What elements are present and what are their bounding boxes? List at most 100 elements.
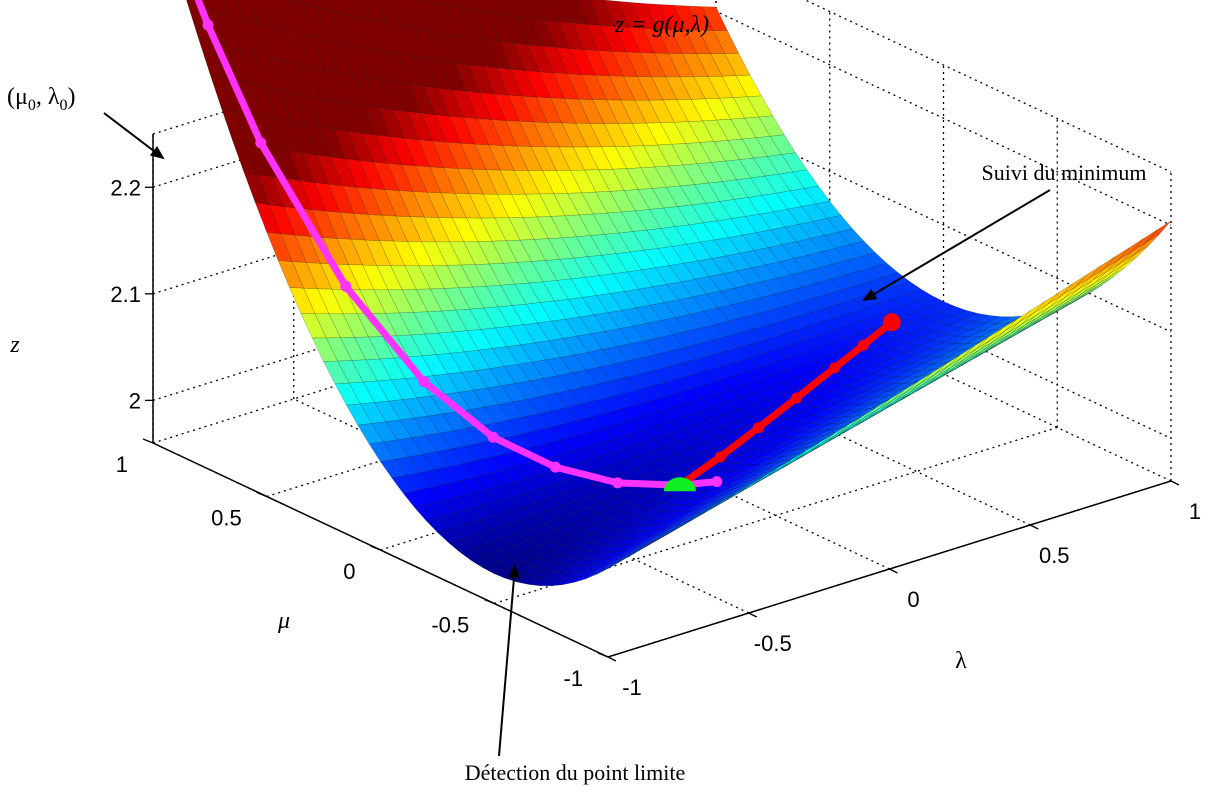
surface-patch <box>761 450 788 459</box>
surface-patch <box>447 463 475 482</box>
series-point-0 <box>549 461 561 473</box>
surface-patch <box>1085 275 1112 294</box>
surface-patch <box>562 574 589 585</box>
surface-patch <box>1063 292 1089 309</box>
surface-patch <box>498 482 525 498</box>
z-tick-label: 2 <box>129 388 141 413</box>
surface-patch <box>819 382 847 393</box>
surface-patch <box>1034 308 1061 325</box>
series-point-0 <box>418 376 430 388</box>
surface-patch <box>527 577 555 586</box>
series-line-0 <box>194 0 721 489</box>
surface-patch <box>548 423 576 441</box>
surface-patch <box>1049 286 1076 308</box>
surface-patch <box>243 18 270 58</box>
mu-tick-label: 0.5 <box>211 506 242 531</box>
surface-patch <box>804 335 832 349</box>
surface-patch <box>626 167 653 190</box>
surface-patch <box>649 525 676 537</box>
surface-patch <box>570 558 597 566</box>
surface-mesh <box>186 0 1172 587</box>
start-point-label: (μ0, λ0) <box>7 84 76 114</box>
surface-patch <box>667 53 695 78</box>
surface-patch <box>608 512 636 522</box>
surface-patch <box>860 400 886 411</box>
surface-patch <box>709 493 735 511</box>
surface-patch <box>1066 280 1093 301</box>
surface-patch <box>496 0 517 17</box>
surface-patch <box>459 547 487 561</box>
surface-patch <box>914 306 942 318</box>
surface-patch <box>515 16 543 47</box>
surface-patch <box>892 343 920 353</box>
surface-patch <box>654 165 681 188</box>
surface-patch <box>786 441 813 451</box>
surface-patch <box>596 560 623 575</box>
surface-patch <box>856 381 884 391</box>
surface-patch <box>1032 292 1059 314</box>
surface-patch <box>830 338 857 351</box>
surface-patch <box>535 550 563 562</box>
surface-patch <box>387 163 414 192</box>
surface-patch <box>983 322 1010 331</box>
surface-patch <box>816 391 844 402</box>
surface-patch <box>1080 271 1107 292</box>
surface-patch <box>1060 292 1087 310</box>
surface-patch <box>671 143 698 166</box>
surface-patch <box>849 308 877 322</box>
series-point-1 <box>857 339 869 351</box>
lambda-tick-label: 0 <box>907 587 919 612</box>
surface-patch <box>827 394 856 404</box>
surface-patch <box>1035 295 1062 316</box>
surface-patch <box>448 538 475 553</box>
surface-patch <box>1032 309 1058 326</box>
surface-patch <box>334 382 361 406</box>
surface-patch <box>739 472 766 484</box>
surface-patch <box>237 0 258 24</box>
series-point-1 <box>752 422 764 434</box>
surface-patch <box>470 37 498 69</box>
surface-patch <box>553 571 580 580</box>
lambda-tick-label: -0.5 <box>754 631 792 656</box>
surface-patch <box>439 512 466 529</box>
surface-patch <box>456 0 475 11</box>
surface-patch <box>682 53 709 78</box>
surface-patch <box>736 476 763 489</box>
series-point-0 <box>711 476 723 488</box>
surface-patch <box>736 267 764 286</box>
surface-patch <box>632 537 659 549</box>
surface-patch <box>1040 299 1067 318</box>
surface-patch <box>862 395 889 405</box>
surface-patch <box>689 384 717 400</box>
surface-patch <box>698 30 726 54</box>
surface-patch <box>288 0 303 4</box>
mu-tick-label: 0 <box>343 559 355 584</box>
surface-patch <box>937 316 965 326</box>
surface-patch <box>573 571 600 583</box>
surface-patch <box>665 76 692 101</box>
surface-patch <box>514 282 541 305</box>
surface-patch <box>357 423 384 445</box>
surface-patch <box>211 0 230 16</box>
surface-patch <box>232 140 259 176</box>
surface-patch <box>299 180 327 212</box>
surface-patch <box>627 357 654 375</box>
mu-tick-label: -0.5 <box>431 613 469 638</box>
surface-patch <box>861 364 889 374</box>
surface-patch <box>495 419 522 438</box>
surface-patch <box>934 354 961 375</box>
surface-patch <box>1145 220 1172 244</box>
surface-patch <box>767 457 794 469</box>
surface-patch <box>801 434 827 445</box>
series-point-0 <box>202 19 214 31</box>
surface-patch <box>952 342 979 351</box>
surface-patch <box>670 416 697 430</box>
surface-patch <box>699 489 726 499</box>
surface-patch <box>713 482 740 492</box>
surface-patch <box>293 92 321 128</box>
surface-patch <box>352 0 374 21</box>
surface-patch <box>603 123 630 147</box>
curves <box>194 0 901 492</box>
y-axis-label: μ <box>277 608 290 634</box>
surface-patch <box>323 360 350 385</box>
